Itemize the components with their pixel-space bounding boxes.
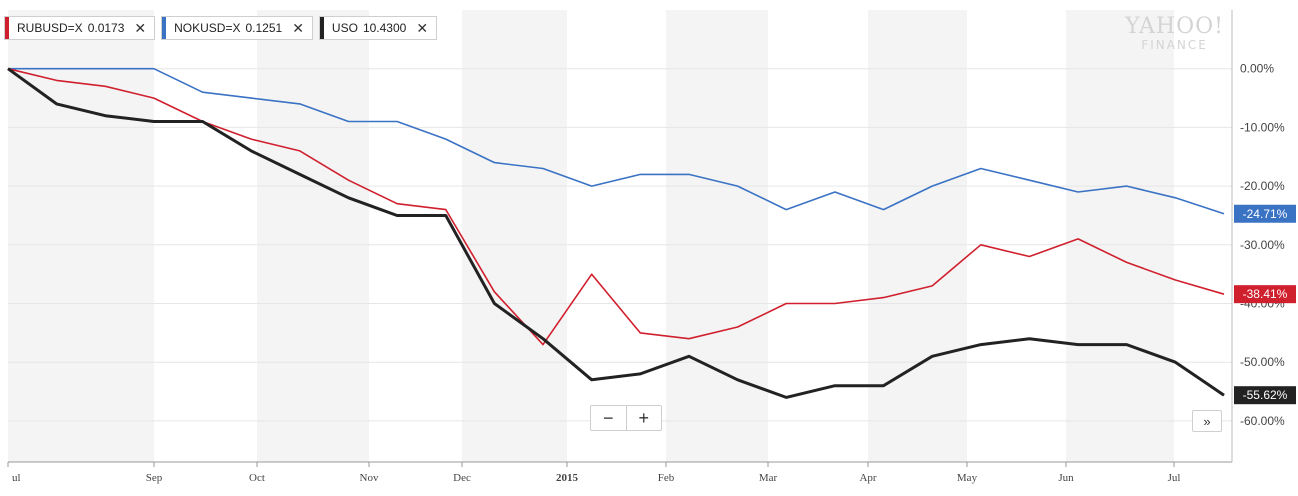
x-tick-label: Dec (453, 472, 471, 484)
close-icon[interactable]: ✕ (416, 20, 429, 36)
end-label-value: -55.62% (1243, 388, 1288, 402)
x-tick-label: ul (12, 472, 21, 484)
x-tick-label: Mar (759, 472, 778, 484)
end-label-bg (1234, 386, 1296, 405)
legend-value: 0.0173 (87, 21, 125, 35)
y-tick-label: 0.00% (1240, 62, 1274, 76)
logo-line2: FINANCE (1141, 38, 1208, 52)
legend-symbol: NOKUSD=X (174, 21, 241, 35)
y-tick-label: -20.00% (1240, 179, 1285, 193)
month-band (462, 10, 567, 462)
zoom-control: − + (590, 405, 662, 431)
zoom-in-button[interactable]: + (625, 406, 662, 430)
legend-swatch (319, 17, 324, 39)
legend-chip-uso[interactable]: USO 10.4300 ✕ (318, 16, 438, 40)
yahoo-finance-logo: YAHOO! FINANCE (1125, 14, 1224, 53)
x-tick-label: Nov (360, 472, 379, 484)
legend-symbol: USO (331, 21, 358, 35)
legend-value: 10.4300 (362, 21, 407, 35)
month-band (257, 10, 369, 462)
legend-chip-rubusd[interactable]: RUBUSD=X 0.0173 ✕ (4, 16, 156, 40)
x-tick-label: Oct (249, 472, 265, 484)
end-label-bg (1234, 204, 1296, 223)
legend: RUBUSD=X 0.0173 ✕ NOKUSD=X 0.1251 ✕ USO … (4, 16, 438, 40)
x-tick-label: Apr (859, 472, 876, 484)
x-tick-label: Jul (1168, 472, 1181, 484)
month-band (1066, 10, 1174, 462)
legend-symbol: RUBUSD=X (17, 21, 83, 35)
series-line-nokusdx (8, 67, 1225, 215)
end-labels-layer: -38.41% -24.71% -55.62% (1234, 204, 1296, 405)
legend-swatch (162, 17, 167, 39)
x-tick-label: May (957, 472, 978, 484)
month-band (666, 10, 768, 462)
logo-line1: YAHOO! (1125, 14, 1224, 39)
x-tick-label: Feb (658, 472, 675, 484)
y-tick-label: -60.00% (1240, 414, 1285, 428)
series-line-rubusdx (7, 67, 1225, 346)
end-label-value: -24.71% (1243, 207, 1288, 221)
zoom-out-button[interactable]: − (602, 407, 614, 428)
alternating-month-bands (8, 10, 1174, 462)
series-line-uso (7, 67, 1225, 399)
series-layer (7, 67, 1225, 399)
month-band (868, 10, 967, 462)
legend-value: 0.1251 (245, 21, 283, 35)
close-icon[interactable]: ✕ (292, 20, 304, 36)
x-tick-label: Sep (146, 472, 163, 484)
y-tick-label: -50.00% (1240, 355, 1285, 369)
end-label-bg (1234, 285, 1296, 304)
month-band (8, 10, 154, 462)
end-label-value: -38.41% (1243, 287, 1288, 301)
y-tick-label: -10.00% (1240, 120, 1285, 134)
x-tick-label: 2015 (556, 472, 579, 484)
legend-chip-nokusd[interactable]: NOKUSD=X 0.1251 ✕ (161, 16, 313, 40)
close-icon[interactable]: ✕ (134, 20, 147, 36)
x-tick-label: Jun (1058, 472, 1074, 484)
legend-swatch (5, 17, 9, 39)
y-tick-label: -30.00% (1240, 238, 1285, 252)
expand-button[interactable]: » (1192, 410, 1222, 432)
